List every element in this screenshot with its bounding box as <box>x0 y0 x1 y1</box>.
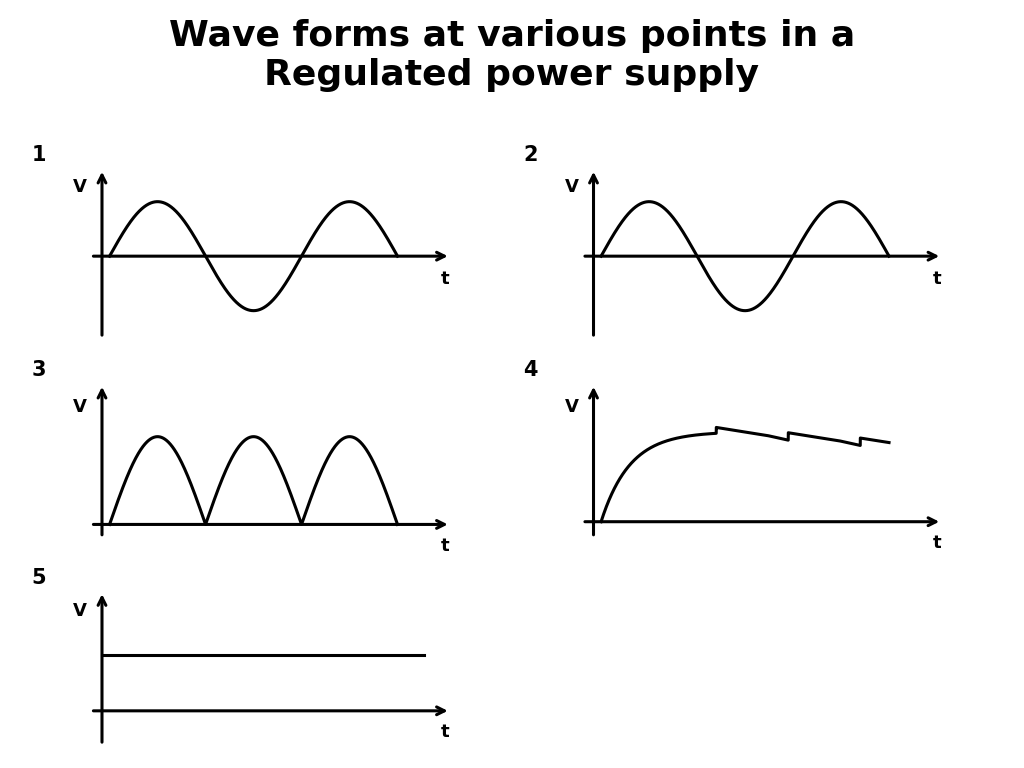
Text: V: V <box>564 398 579 415</box>
Text: 1: 1 <box>32 145 46 165</box>
Text: V: V <box>73 398 87 416</box>
Text: V: V <box>73 602 87 621</box>
Text: 2: 2 <box>523 145 538 165</box>
Text: 5: 5 <box>32 568 46 588</box>
Text: t: t <box>441 723 450 741</box>
Text: 4: 4 <box>523 360 538 380</box>
Text: Wave forms at various points in a: Wave forms at various points in a <box>169 19 855 53</box>
Text: V: V <box>564 177 579 196</box>
Text: t: t <box>441 537 450 554</box>
Text: Regulated power supply: Regulated power supply <box>264 58 760 91</box>
Text: t: t <box>933 534 941 552</box>
Text: t: t <box>933 270 941 288</box>
Text: 3: 3 <box>32 360 46 380</box>
Text: V: V <box>73 177 87 196</box>
Text: t: t <box>441 270 450 288</box>
